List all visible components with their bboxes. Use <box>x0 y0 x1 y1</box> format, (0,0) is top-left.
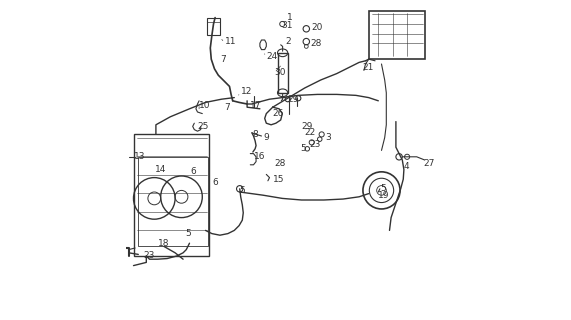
Text: 16: 16 <box>254 152 265 161</box>
Text: 5: 5 <box>380 184 385 193</box>
Text: 3: 3 <box>325 133 331 142</box>
Text: 23: 23 <box>143 252 155 260</box>
Text: 8: 8 <box>252 130 258 139</box>
Text: 22: 22 <box>305 128 316 137</box>
Text: 7: 7 <box>225 103 231 112</box>
Text: 27: 27 <box>423 159 435 168</box>
Text: 17: 17 <box>250 101 262 110</box>
Bar <box>134 134 208 256</box>
Text: 29: 29 <box>301 122 312 131</box>
Text: 1: 1 <box>287 13 293 22</box>
Text: 30: 30 <box>274 68 286 76</box>
Text: 6: 6 <box>212 178 218 187</box>
Text: 2: 2 <box>286 37 291 46</box>
Text: 13: 13 <box>134 152 145 161</box>
Text: 26: 26 <box>273 109 284 118</box>
Text: 28: 28 <box>274 159 286 168</box>
Text: 9: 9 <box>263 133 269 142</box>
Text: 10: 10 <box>199 101 211 110</box>
Text: 19: 19 <box>379 191 390 200</box>
Text: 7: 7 <box>220 55 226 64</box>
Text: 23: 23 <box>309 140 321 148</box>
Text: 31: 31 <box>282 21 293 30</box>
Text: 12: 12 <box>241 87 252 96</box>
Bar <box>207 18 220 35</box>
Text: 4: 4 <box>404 162 409 171</box>
Text: 18: 18 <box>158 239 169 248</box>
Text: 14: 14 <box>155 165 166 174</box>
Text: 11: 11 <box>225 37 236 46</box>
Text: 5: 5 <box>239 186 245 195</box>
Text: 25: 25 <box>198 122 209 131</box>
Text: 20: 20 <box>311 23 323 32</box>
Text: 15: 15 <box>273 175 284 184</box>
Text: 5: 5 <box>186 229 191 238</box>
Text: 28: 28 <box>311 39 322 48</box>
Bar <box>138 157 208 246</box>
Bar <box>278 53 288 93</box>
Bar <box>369 11 425 59</box>
Text: 29: 29 <box>287 95 299 104</box>
Text: 6: 6 <box>190 167 196 176</box>
Text: 5: 5 <box>300 144 305 153</box>
Text: 24: 24 <box>266 52 278 60</box>
Text: 21: 21 <box>363 63 373 72</box>
